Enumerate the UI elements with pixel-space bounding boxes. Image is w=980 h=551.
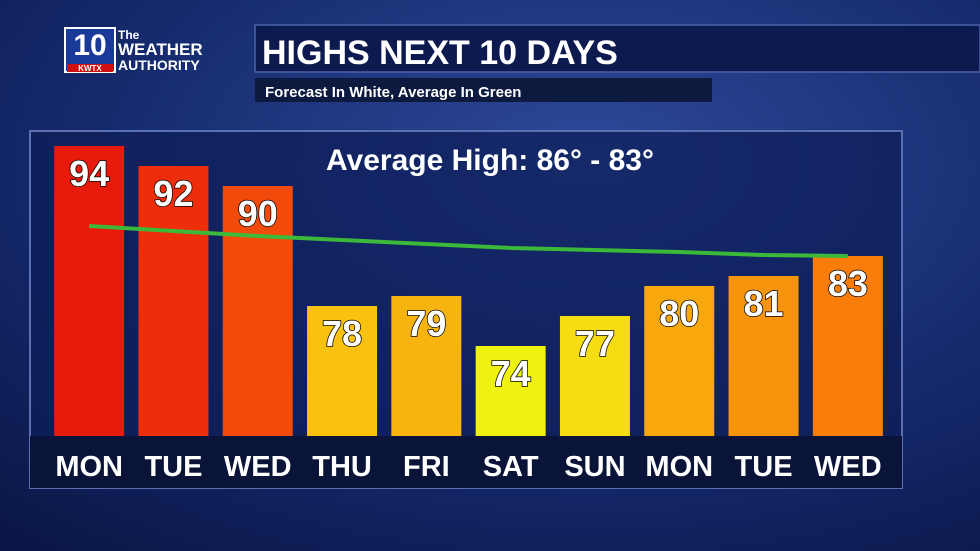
data-label: 77 [575,323,615,364]
data-label: 79 [406,303,446,344]
annotation: Average High: 86° - 83° [326,144,654,177]
bar [307,306,378,436]
data-label: 74 [491,353,531,394]
label-strip [30,436,902,488]
bar [728,276,799,436]
data-label: 94 [69,153,109,194]
logo: 10 KWTX The WEATHER AUTHORITY [64,27,203,73]
logo-line: WEATHER [118,40,203,59]
x-tick-label: FRI [403,451,450,483]
subtitle-bar [255,78,712,102]
x-tick-label: THU [312,451,372,483]
data-label: 80 [659,293,699,334]
logo-number: 10 [73,29,106,62]
data-label: 81 [744,283,784,324]
x-tick-label: SUN [564,451,625,483]
data-label: 83 [828,263,868,304]
logo-strip [67,64,113,72]
bar [644,286,715,436]
chart-subtitle: Forecast In White, Average In Green [265,84,521,101]
x-tick-label: WED [224,451,292,483]
bar [559,316,630,436]
x-tick-label: TUE [735,451,793,483]
data-label: 78 [322,313,362,354]
bar [222,186,293,436]
logo-line: The [118,28,140,42]
bar [138,166,209,436]
x-tick-label: MON [645,451,713,483]
data-label: 90 [238,193,278,234]
x-tick-label: WED [814,451,882,483]
data-label: 92 [153,173,193,214]
x-tick-label: MON [55,451,123,483]
x-tick-label: SAT [483,451,539,483]
bar [812,256,883,436]
logo-station: KWTX [78,64,102,73]
title-bar [254,24,980,73]
x-tick-label: TUE [144,451,202,483]
bar [391,296,462,436]
bar [475,346,546,436]
average-line [89,224,848,258]
chart-title: HIGHS NEXT 10 DAYS [262,34,618,72]
bar [54,146,125,436]
logo-line: AUTHORITY [118,57,200,73]
